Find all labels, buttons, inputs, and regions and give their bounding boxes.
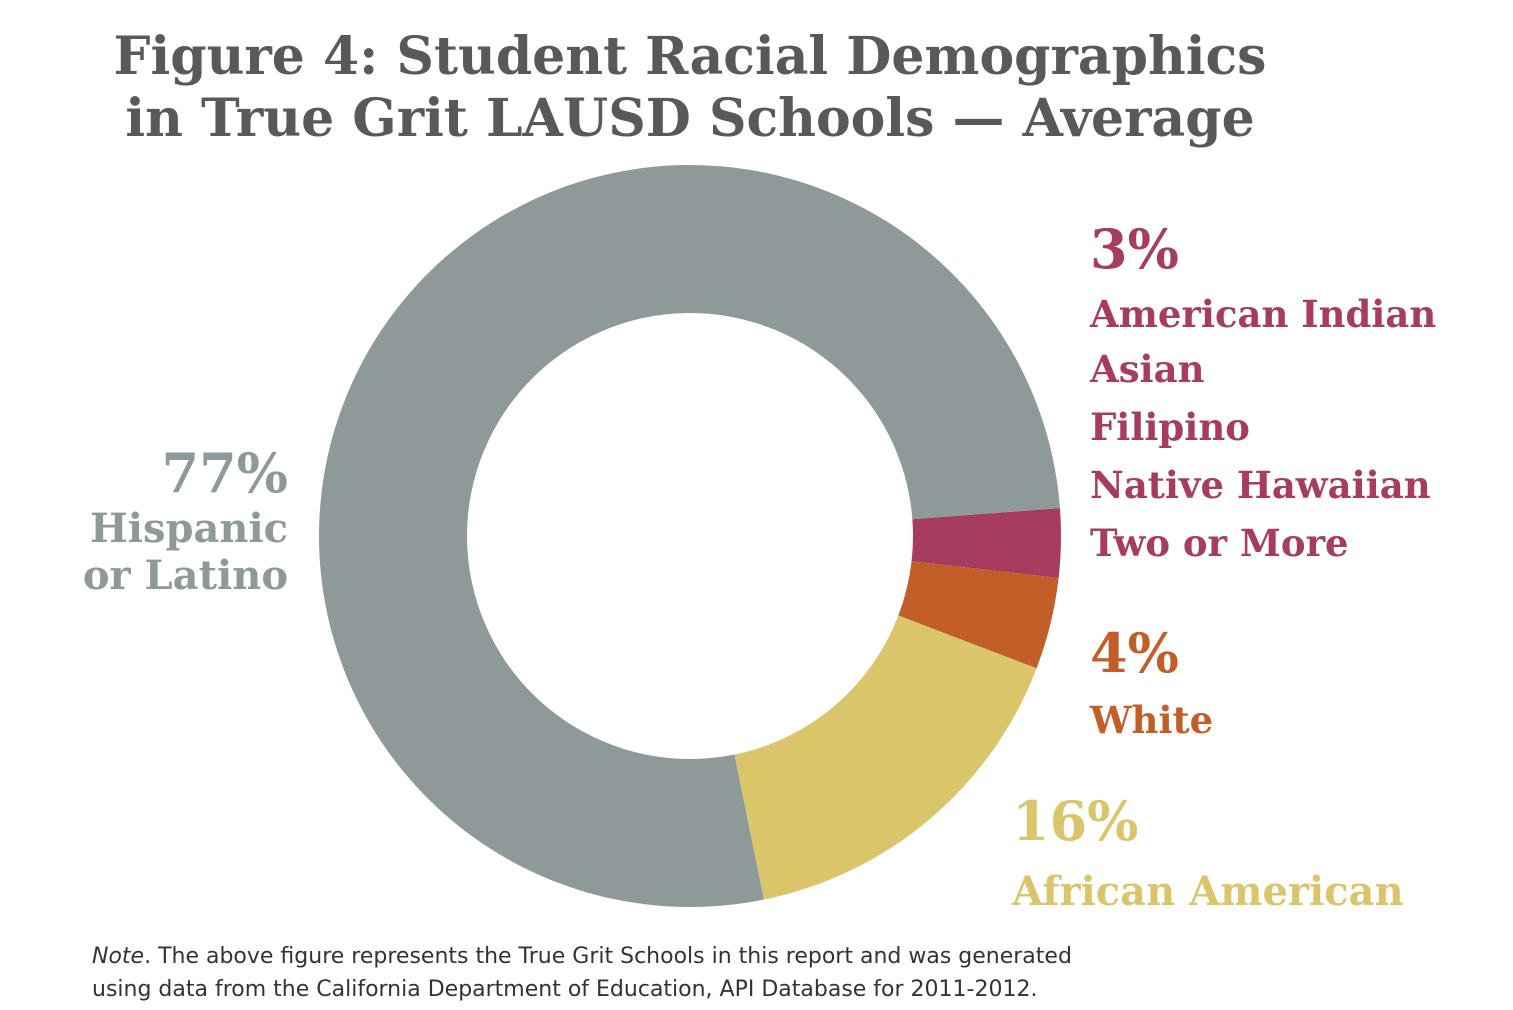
donut-slice-other bbox=[911, 508, 1061, 578]
label-other-line-4: Native Hawaiian bbox=[1090, 463, 1431, 507]
label-other-line-2: Asian bbox=[1089, 347, 1205, 391]
label-other-line-3: Filipino bbox=[1090, 405, 1250, 449]
label-white-line-1: White bbox=[1089, 698, 1213, 742]
label-hispanic-line-1: Hispanic bbox=[90, 505, 288, 552]
label-african-american-line-1: African American bbox=[1011, 868, 1404, 915]
note-line-1-text: . The above figure represents the True G… bbox=[144, 944, 1072, 969]
label-other-line-1: American Indian bbox=[1089, 292, 1436, 336]
donut-slice-white bbox=[898, 561, 1059, 669]
note-prefix: Note bbox=[92, 944, 145, 969]
donut-slice-hispanic bbox=[318, 164, 1060, 908]
label-white-percent: 4% bbox=[1090, 621, 1179, 685]
label-other-line-5: Two or More bbox=[1090, 521, 1349, 565]
label-hispanic-percent: 77% bbox=[162, 441, 288, 505]
note-line-1: Note. The above figure represents the Tr… bbox=[92, 940, 1392, 973]
chart-title: Figure 4: Student Racial Demographics in… bbox=[0, 26, 1380, 150]
note-line-2: using data from the California Departmen… bbox=[92, 977, 1038, 1002]
label-hispanic-line-2: or Latino bbox=[83, 552, 288, 599]
donut-slices bbox=[318, 164, 1061, 908]
chart-title-line-1: Figure 4: Student Racial Demographics bbox=[113, 26, 1267, 87]
label-other-percent: 3% bbox=[1090, 217, 1179, 281]
label-african-american-percent: 16% bbox=[1012, 789, 1138, 853]
chart-note: Note. The above figure represents the Tr… bbox=[92, 940, 1392, 1006]
donut-chart: 77% Hispanic or Latino 3% American India… bbox=[83, 164, 1436, 915]
donut-slice-african-american bbox=[734, 615, 1037, 900]
chart-title-line-2: in True Grit LAUSD Schools — Average bbox=[125, 88, 1255, 149]
